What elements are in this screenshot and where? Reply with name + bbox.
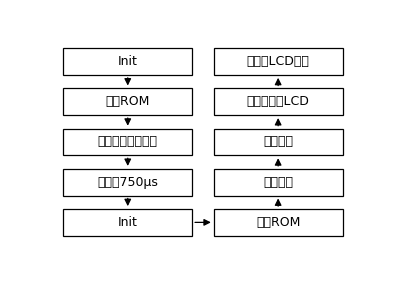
Bar <box>63 88 192 115</box>
Text: 输到串口和LCD: 输到串口和LCD <box>247 95 310 108</box>
Text: Init: Init <box>118 55 138 68</box>
Bar <box>214 169 343 195</box>
Text: 读存储器: 读存储器 <box>263 176 293 189</box>
Text: 跳过ROM: 跳过ROM <box>256 216 300 229</box>
Text: 至少等750μs: 至少等750μs <box>97 176 158 189</box>
Bar <box>214 88 343 115</box>
Bar <box>214 48 343 75</box>
Bar <box>214 209 343 236</box>
Bar <box>63 209 192 236</box>
Text: 跳过ROM: 跳过ROM <box>106 95 150 108</box>
Text: 串口和LCD显示: 串口和LCD显示 <box>247 55 310 68</box>
Bar <box>63 128 192 155</box>
Bar <box>63 48 192 75</box>
Text: 发出温度转换命令: 发出温度转换命令 <box>98 135 158 148</box>
Text: Init: Init <box>118 216 138 229</box>
Bar <box>214 128 343 155</box>
Text: 获得温度: 获得温度 <box>263 135 293 148</box>
Bar <box>63 169 192 195</box>
